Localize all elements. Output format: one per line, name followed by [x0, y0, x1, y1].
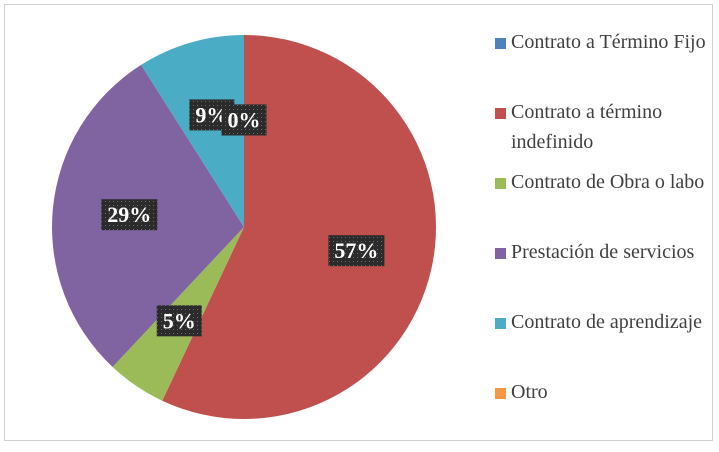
legend-item: Prestación de servicios [493, 237, 719, 307]
legend-label: Prestación de servicios [511, 241, 695, 263]
data-label: 5% [156, 305, 202, 337]
legend-item: Contrato a Término Fijo [493, 27, 719, 97]
data-label-text: 0% [228, 107, 261, 132]
data-label: 0% [221, 104, 267, 136]
pie-area: 0%57%5%29%9%0% [52, 35, 437, 420]
pie-slice [162, 35, 437, 420]
legend-item: Contrato a término indefinido [493, 97, 719, 167]
data-label-box [101, 199, 158, 231]
legend-swatch [495, 388, 506, 399]
legend-label: Contrato a término indefinido [511, 101, 663, 153]
legend-item: Contrato de Obra o labo [493, 167, 719, 237]
data-label-box [221, 104, 267, 136]
legend-swatch [495, 38, 506, 49]
legend: Contrato a Término Fijo Contrato a términ… [493, 27, 719, 447]
data-label-text: 57% [334, 238, 378, 263]
legend-label: Contrato de aprendizaje [511, 311, 703, 333]
chart: 0%57%5%29%9%0% Contrato a Término FijoCo… [4, 4, 713, 441]
data-label-box [328, 235, 385, 267]
data-label-text: 29% [107, 202, 151, 227]
legend-item: Otro [493, 377, 719, 447]
data-label: 29% [101, 199, 158, 231]
legend-item: Contrato de aprendizaje [493, 307, 719, 377]
legend-swatch [495, 108, 506, 119]
pie-slice [141, 35, 244, 227]
legend-swatch [495, 318, 506, 329]
legend-swatch [495, 178, 506, 189]
data-label-box [156, 305, 202, 337]
data-label-text: 5% [163, 308, 196, 333]
legend-label: Otro [511, 381, 548, 403]
legend-label: Contrato a Término Fijo [511, 31, 706, 53]
legend-label: Contrato de Obra o labo [511, 171, 705, 193]
legend-swatch [495, 248, 506, 259]
data-label: 57% [328, 235, 385, 267]
